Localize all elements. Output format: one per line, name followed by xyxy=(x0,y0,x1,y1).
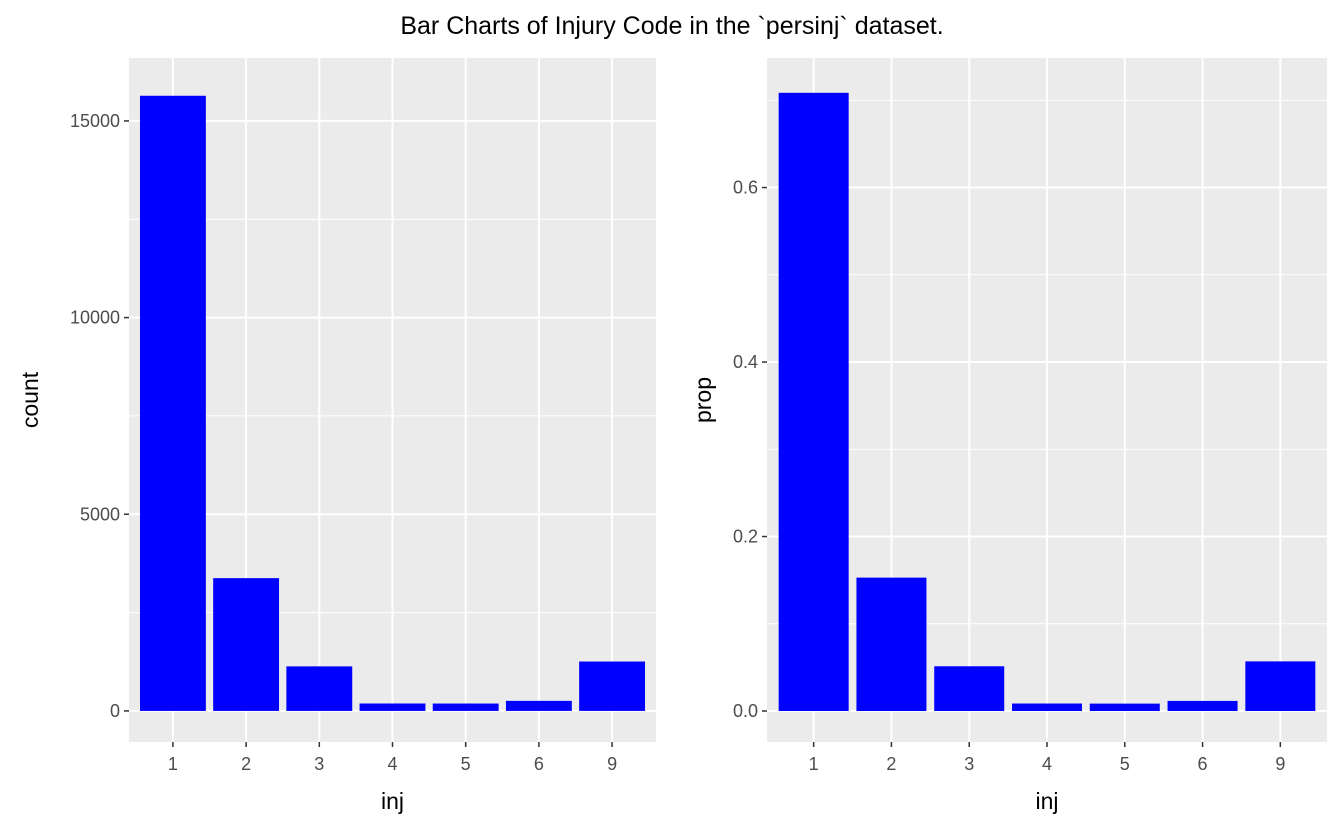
bar-5 xyxy=(432,703,499,711)
bar-3 xyxy=(934,666,1005,712)
y-tick-label: 10000 xyxy=(70,308,120,328)
bar-3 xyxy=(286,666,353,711)
bar-9 xyxy=(579,661,646,711)
bar-1 xyxy=(139,95,206,711)
chart-panel-1: 0 5000 10000 15000 1 2 3 4 5 6 9 inj count xyxy=(17,58,656,814)
chart-title: Bar Charts of Injury Code in the `persin… xyxy=(400,12,943,40)
x-tick-label: 3 xyxy=(964,754,974,774)
y-tick-label: 15000 xyxy=(70,111,120,131)
bar-5 xyxy=(1089,703,1160,712)
chart-panel-2: 0.0 0.2 0.4 0.6 1 2 3 4 5 6 9 inj prop xyxy=(690,58,1327,814)
y-tick-label: 0.4 xyxy=(733,352,758,372)
bar-6 xyxy=(1167,700,1238,712)
y-tick-label: 0 xyxy=(110,701,120,721)
bar-4 xyxy=(359,703,426,711)
bar-6 xyxy=(505,700,572,711)
x-tick-label: 6 xyxy=(1198,754,1208,774)
y-tick-label: 5000 xyxy=(80,504,120,524)
x-tick-label: 1 xyxy=(168,754,178,774)
x-axis-title: inj xyxy=(1035,788,1058,814)
x-tick-label: 4 xyxy=(1042,754,1052,774)
y-axis-title: count xyxy=(17,371,43,428)
x-tick-label: 3 xyxy=(314,754,324,774)
bar-9 xyxy=(1245,661,1316,712)
bar-1 xyxy=(778,92,849,712)
x-tick-label: 2 xyxy=(886,754,896,774)
bar-2 xyxy=(856,577,927,712)
x-tick-label: 5 xyxy=(461,754,471,774)
y-axis-title: prop xyxy=(690,377,716,423)
y-tick-label: 0.2 xyxy=(733,527,758,547)
x-tick-label: 6 xyxy=(534,754,544,774)
x-tick-label: 2 xyxy=(241,754,251,774)
x-tick-label: 1 xyxy=(809,754,819,774)
bar-2 xyxy=(213,578,280,711)
x-tick-label: 4 xyxy=(387,754,397,774)
bar-4 xyxy=(1012,703,1082,712)
y-tick-label: 0.0 xyxy=(733,701,758,721)
x-tick-label: 9 xyxy=(1275,754,1285,774)
x-tick-label: 9 xyxy=(607,754,617,774)
x-tick-label: 5 xyxy=(1120,754,1130,774)
x-axis-title: inj xyxy=(381,788,404,814)
y-tick-label: 0.6 xyxy=(733,178,758,198)
